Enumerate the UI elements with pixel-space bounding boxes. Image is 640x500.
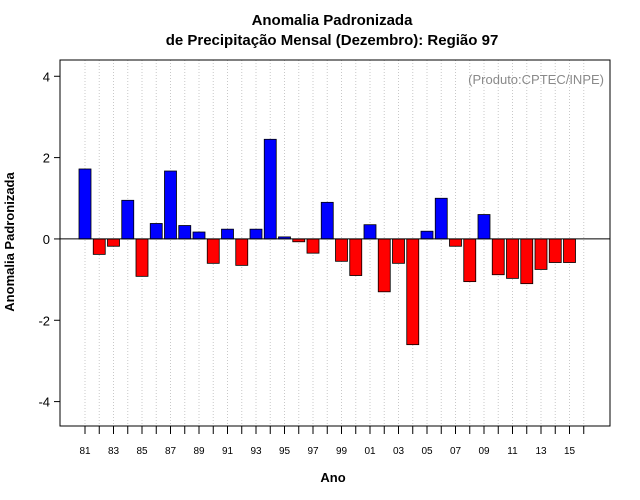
bar-87	[164, 170, 177, 240]
bar-03	[392, 238, 405, 264]
x-tick-label: 09	[478, 446, 490, 457]
y-axis-label: Anomalia Padronizada	[2, 172, 17, 312]
x-tick-label: 81	[79, 446, 91, 457]
chart-title-line2: de Precipitação Mensal (Dezembro): Regiã…	[166, 32, 499, 49]
x-tick-label: 97	[307, 446, 319, 457]
y-tick-label: 2	[43, 151, 50, 166]
bar-09	[477, 214, 491, 240]
y-axis: -4 -2 0 2 4	[38, 69, 60, 410]
x-tick-label: 99	[336, 446, 348, 457]
x-tick-label: 15	[564, 446, 576, 457]
x-tick-label: 85	[136, 446, 148, 457]
x-axis-label: Ano	[320, 470, 345, 485]
x-axis: 81 83 85 87 89 91 93 95 97 99 01 03 05 07 09 11 13 15	[79, 426, 585, 457]
y-tick-label: -4	[38, 395, 50, 410]
bar-86	[149, 223, 163, 240]
bar-98	[320, 201, 334, 240]
x-tick-label: 87	[165, 446, 177, 457]
x-tick-label: 83	[108, 446, 120, 457]
bar-81	[78, 168, 92, 240]
x-tick-label: 95	[279, 446, 291, 457]
bar-14	[548, 238, 562, 263]
bar-05	[420, 230, 434, 240]
chart-title-line1: Anomalia Padronizada	[252, 12, 414, 29]
bar-92	[235, 238, 249, 266]
bar-11	[506, 238, 519, 279]
bar-04	[406, 238, 420, 346]
bar-10	[491, 238, 505, 276]
x-tick-label: 89	[193, 446, 205, 457]
x-tick-label: 11	[507, 446, 518, 457]
bar-15	[563, 238, 576, 263]
x-tick-label: 05	[421, 446, 433, 457]
bars-group	[78, 138, 576, 346]
bar-97	[306, 238, 320, 254]
bar-08	[463, 238, 477, 283]
bar-84	[121, 199, 135, 240]
y-tick-label: 0	[43, 232, 50, 247]
x-tick-label: 93	[250, 446, 262, 457]
y-tick-label: -2	[38, 313, 50, 328]
bar-07	[449, 238, 462, 247]
bar-93	[249, 228, 263, 240]
x-tick-label: 13	[535, 446, 547, 457]
y-tick-label: 4	[43, 69, 50, 84]
bar-12	[520, 238, 534, 285]
bar-88	[178, 225, 192, 240]
bar-85	[135, 238, 149, 277]
bar-00	[349, 238, 363, 276]
bar-13	[534, 238, 548, 270]
x-tick-label: 91	[222, 446, 234, 457]
plot-frame	[59, 59, 611, 427]
bar-90	[206, 238, 220, 264]
x-tick-label: 03	[393, 446, 405, 457]
bar-89	[192, 231, 206, 240]
bar-01	[363, 224, 377, 240]
bar-02	[377, 238, 391, 293]
bar-94	[263, 138, 277, 240]
bar-82	[92, 238, 106, 255]
bar-83	[107, 238, 120, 247]
source-annotation: (Produto:CPTEC/INPE)	[468, 72, 604, 87]
bar-99	[335, 238, 348, 262]
bar-06	[434, 197, 448, 240]
x-tick-label: 07	[450, 446, 462, 457]
bar-91	[221, 228, 234, 240]
x-tick-label: 01	[364, 446, 376, 457]
